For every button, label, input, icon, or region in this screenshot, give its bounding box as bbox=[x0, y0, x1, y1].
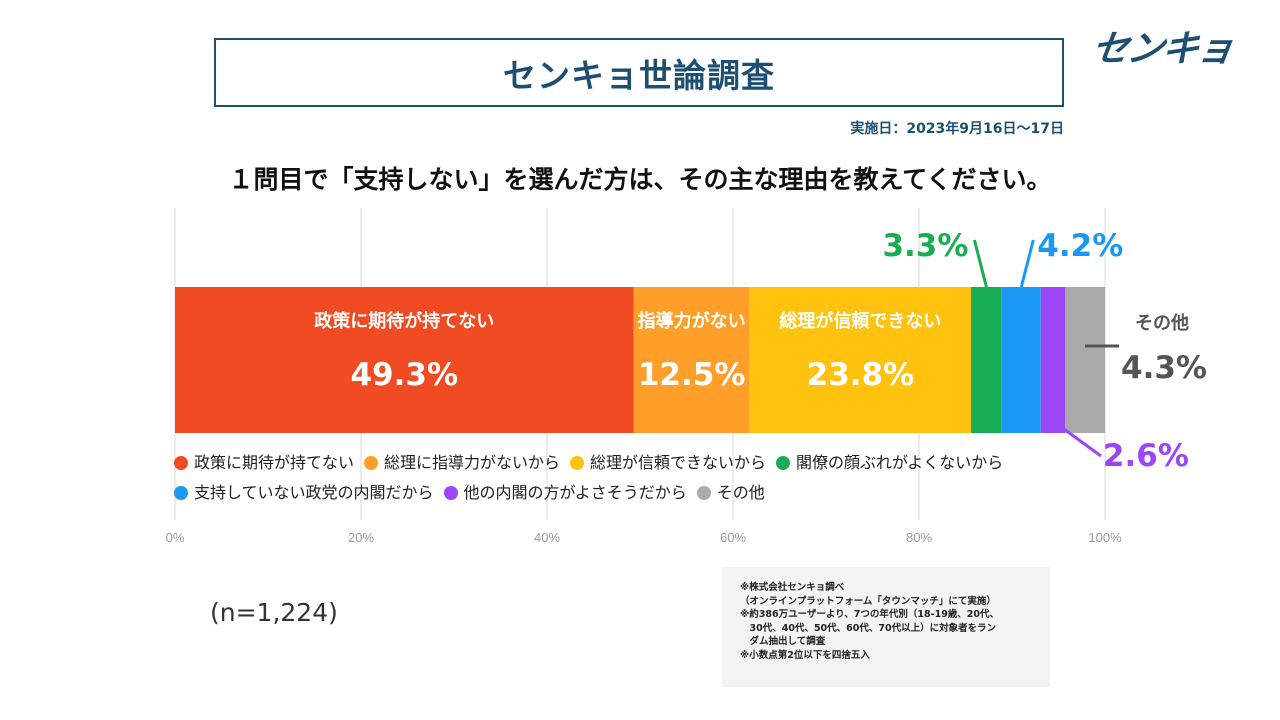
legend-item: その他 bbox=[696, 478, 765, 508]
title-box: センキョ世論調査 bbox=[214, 38, 1064, 107]
notes-box: ※株式会社センキョ調べ （オンラインプラットフォーム「タウンマッチ」にて実施） … bbox=[722, 567, 1050, 687]
bar-segment bbox=[1040, 287, 1066, 433]
data-label: 49.3% bbox=[350, 357, 458, 393]
data-label: 12.5% bbox=[638, 357, 746, 393]
legend-item: 政策に期待が持てない bbox=[174, 448, 354, 478]
legend-dot-icon bbox=[776, 456, 791, 470]
bar-segment bbox=[749, 287, 972, 433]
note-line: ※約386万ユーザーより、7つの年代別（18-19歳、20代、 bbox=[740, 609, 1000, 620]
bar-segment bbox=[1065, 287, 1105, 433]
data-label: 23.8% bbox=[807, 357, 915, 393]
legend-row-2: 支持していない政党の内閣だから 他の内閣の方がよさそうだから その他 bbox=[174, 478, 1104, 508]
legend-label: 支持していない政党の内閣だから bbox=[194, 483, 434, 502]
segment-title-label: その他 bbox=[1135, 312, 1189, 334]
legend-label: 政策に期待が持てない bbox=[194, 453, 355, 472]
x-tick-label: 20% bbox=[348, 530, 374, 545]
note-line: ダム抽出して調査 bbox=[740, 636, 826, 647]
callout-line bbox=[972, 239, 988, 288]
legend-dot-icon bbox=[364, 456, 379, 470]
legend-item: 閣僚の顔ぶれがよくないから bbox=[776, 448, 1003, 478]
data-label: 2.6% bbox=[1103, 438, 1189, 474]
legend-label: 閣僚の顔ぶれがよくないから bbox=[796, 453, 1004, 472]
legend-item: 他の内閣の方がよさそうだから bbox=[443, 478, 687, 508]
segment-title-label: 指導力がない bbox=[638, 310, 746, 332]
legend-label: 総理が信頼できないから bbox=[590, 453, 767, 472]
legend-dot-icon bbox=[570, 456, 585, 470]
legend-item: 総理が信頼できないから bbox=[570, 448, 766, 478]
legend-label: 総理に指導力がないから bbox=[384, 453, 561, 472]
callout-line bbox=[1052, 419, 1102, 458]
data-label: 4.3% bbox=[1121, 350, 1207, 386]
segment-title-label: 政策に期待が持てない bbox=[314, 310, 494, 332]
note-line: ※小数点第2位以下を四捨五入 bbox=[740, 649, 870, 661]
survey-date: 実施日：2023年9月16日〜17日 bbox=[850, 121, 1064, 137]
sample-size: (n=1,224) bbox=[210, 598, 338, 627]
note-line: ※株式会社センキョ調べ bbox=[740, 582, 845, 593]
x-tick-label: 80% bbox=[906, 530, 932, 545]
legend-dot-icon bbox=[174, 456, 188, 470]
bar-segment bbox=[175, 287, 634, 433]
legend-dot-icon bbox=[443, 486, 458, 500]
callout-line bbox=[1019, 239, 1035, 288]
bar-segment bbox=[633, 287, 750, 433]
legend-dot-icon bbox=[174, 486, 188, 500]
note-line: 30代、40代、50代、60代、70代以上）に対象者をラン bbox=[740, 622, 997, 634]
x-tick-label: 40% bbox=[534, 530, 560, 545]
page-title: センキョ世論調査 bbox=[503, 55, 775, 95]
legend-row-1: 政策に期待が持てない 総理に指導力がないから 総理が信頼できないから 閣僚の顔ぶ… bbox=[174, 448, 1104, 478]
legend-label: 他の内閣の方がよさそうだから bbox=[463, 483, 687, 502]
bar-segment bbox=[971, 287, 1002, 433]
segment-title-label: 総理が信頼できない bbox=[779, 310, 941, 332]
legend-item: 総理に指導力がないから bbox=[364, 448, 560, 478]
data-label: 3.3% bbox=[882, 228, 968, 264]
bar-segment bbox=[1001, 287, 1041, 433]
x-tick-label: 0% bbox=[166, 530, 185, 545]
x-tick-label: 60% bbox=[720, 530, 746, 545]
note-line: （オンラインプラットフォーム「タウンマッチ」にて実施） bbox=[740, 595, 996, 607]
x-tick-label: 100% bbox=[1088, 530, 1122, 545]
legend-label: その他 bbox=[716, 483, 765, 502]
data-label: 4.2% bbox=[1037, 228, 1123, 264]
chart-legend: 政策に期待が持てない 総理に指導力がないから 総理が信頼できないから 閣僚の顔ぶ… bbox=[174, 448, 1104, 508]
question-text: １問目で「支持しない」を選んだ方は、その主な理由を教えてください。 bbox=[228, 165, 1052, 194]
legend-item: 支持していない政党の内閣だから bbox=[174, 478, 434, 508]
legend-dot-icon bbox=[696, 486, 711, 500]
